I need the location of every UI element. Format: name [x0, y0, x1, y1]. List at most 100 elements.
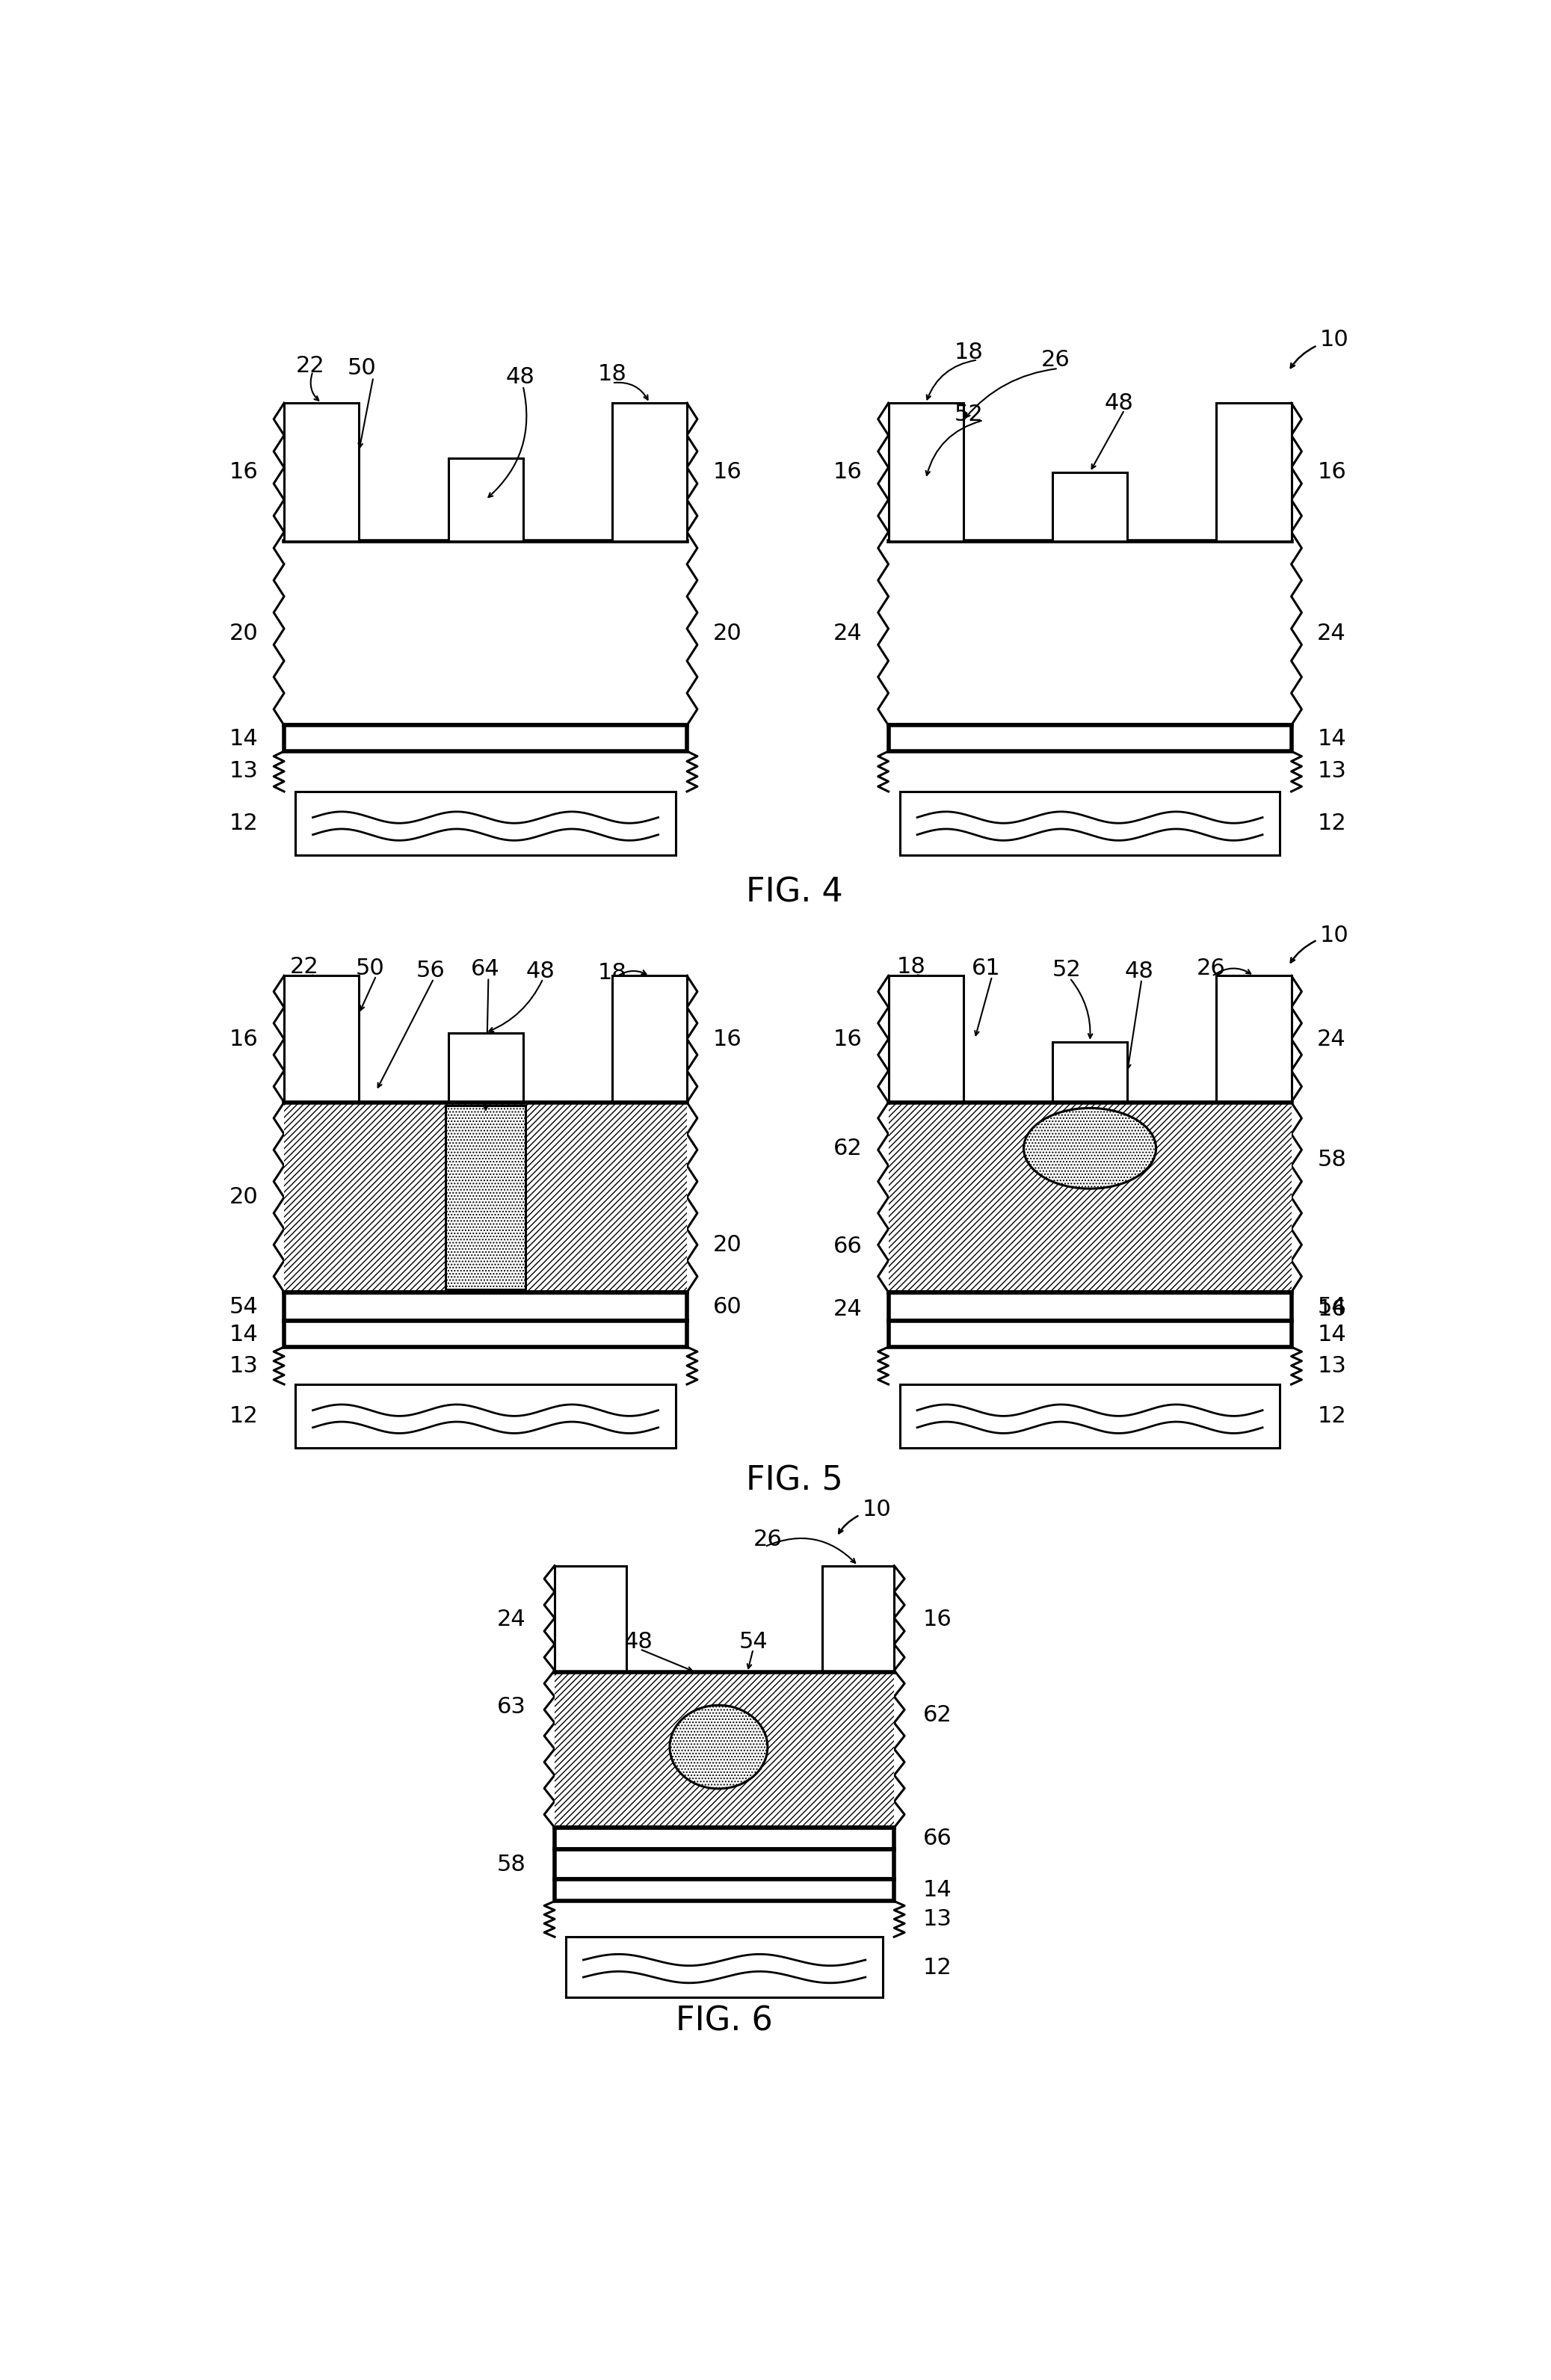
Text: 16: 16	[1317, 462, 1346, 483]
Text: 16: 16	[230, 1028, 257, 1050]
Text: 64: 64	[472, 959, 499, 981]
Bar	[822, 1566, 895, 1673]
Text: 10: 10	[1320, 328, 1349, 350]
Text: 48: 48	[506, 367, 535, 388]
Text: 12: 12	[1317, 1404, 1346, 1428]
Text: 50: 50	[347, 357, 377, 378]
Text: 14: 14	[923, 1880, 952, 1902]
Bar	[566, 1937, 883, 1997]
Text: 13: 13	[1317, 762, 1346, 783]
Text: 14: 14	[1317, 728, 1346, 750]
Text: 13: 13	[230, 1354, 257, 1376]
Text: 14: 14	[230, 728, 257, 750]
Bar	[889, 976, 963, 1102]
Text: 62: 62	[923, 1704, 952, 1725]
Text: 50: 50	[355, 957, 385, 978]
Text: 66: 66	[833, 1235, 862, 1257]
Bar	[1216, 402, 1292, 540]
Text: 16: 16	[713, 462, 741, 483]
Text: 26: 26	[754, 1528, 782, 1552]
Bar	[555, 1902, 895, 1937]
Text: 22: 22	[296, 355, 324, 376]
Text: 18: 18	[597, 962, 627, 983]
Text: 48: 48	[624, 1630, 653, 1654]
Text: 12: 12	[230, 1404, 257, 1428]
Text: 16: 16	[923, 1609, 952, 1630]
Text: 13: 13	[1317, 1354, 1346, 1376]
Text: 16: 16	[833, 462, 862, 483]
Bar	[889, 726, 1292, 752]
Text: 18: 18	[896, 957, 926, 978]
Text: 60: 60	[713, 1295, 741, 1319]
Bar	[555, 1849, 895, 1880]
Bar	[555, 1880, 895, 1902]
Bar	[284, 1292, 687, 1321]
Bar	[448, 1033, 523, 1102]
Text: 12: 12	[230, 812, 257, 833]
Bar	[555, 1566, 627, 1673]
Bar	[445, 1104, 526, 1290]
Text: 48: 48	[1104, 393, 1134, 414]
Text: 16: 16	[1317, 1299, 1346, 1321]
Bar	[889, 1102, 1292, 1292]
Text: 20: 20	[230, 624, 257, 645]
Text: 48: 48	[526, 959, 555, 983]
Bar	[296, 1385, 675, 1447]
Bar	[889, 1102, 1292, 1292]
Text: 54: 54	[230, 1295, 257, 1319]
Text: 14: 14	[230, 1323, 257, 1345]
Text: 24: 24	[496, 1609, 526, 1630]
Bar	[1053, 1042, 1128, 1102]
Text: 61: 61	[972, 957, 1000, 978]
Bar	[284, 976, 358, 1102]
Text: 20: 20	[713, 624, 741, 645]
Text: 22: 22	[290, 957, 318, 978]
Text: FIG. 6: FIG. 6	[676, 2006, 772, 2037]
Bar	[889, 540, 1292, 726]
Ellipse shape	[670, 1704, 768, 1790]
Text: 58: 58	[496, 1854, 526, 1875]
Text: 52: 52	[1052, 959, 1081, 981]
Bar	[889, 1321, 1292, 1347]
Text: 10: 10	[1320, 923, 1349, 947]
Bar	[555, 1673, 895, 1828]
Bar	[284, 1102, 687, 1292]
Text: 16: 16	[833, 1028, 862, 1050]
Text: 62: 62	[833, 1138, 862, 1159]
Text: 26: 26	[1041, 350, 1070, 371]
Text: 24: 24	[833, 1299, 862, 1321]
Text: 48: 48	[1124, 959, 1154, 983]
Ellipse shape	[1024, 1109, 1155, 1188]
Bar	[1053, 471, 1128, 540]
Bar	[1216, 976, 1292, 1102]
Text: 63: 63	[496, 1697, 526, 1718]
Text: 12: 12	[1317, 812, 1346, 833]
Text: 54: 54	[1317, 1295, 1346, 1319]
Bar	[900, 793, 1280, 854]
Text: 24: 24	[1317, 624, 1346, 645]
Text: 16: 16	[713, 1028, 741, 1050]
Text: 66: 66	[923, 1828, 952, 1849]
Bar	[555, 1673, 895, 1828]
Bar	[613, 402, 687, 540]
Bar	[284, 752, 687, 793]
Text: 24: 24	[833, 624, 862, 645]
Bar	[284, 540, 687, 726]
Bar	[889, 752, 1292, 793]
Text: 20: 20	[230, 1188, 257, 1209]
Bar	[900, 1385, 1280, 1447]
Bar	[284, 402, 358, 540]
Text: 58: 58	[1317, 1150, 1346, 1171]
Bar	[284, 1347, 687, 1385]
Bar	[889, 1292, 1292, 1321]
Bar	[889, 1347, 1292, 1385]
Text: 56: 56	[416, 959, 445, 981]
Text: 24: 24	[1317, 1028, 1346, 1050]
Text: FIG. 4: FIG. 4	[746, 876, 844, 909]
Bar	[284, 726, 687, 752]
Bar	[296, 793, 675, 854]
Text: 20: 20	[713, 1233, 741, 1257]
Text: 26: 26	[1196, 957, 1225, 978]
Text: 52: 52	[954, 405, 983, 426]
Bar	[284, 1102, 687, 1292]
